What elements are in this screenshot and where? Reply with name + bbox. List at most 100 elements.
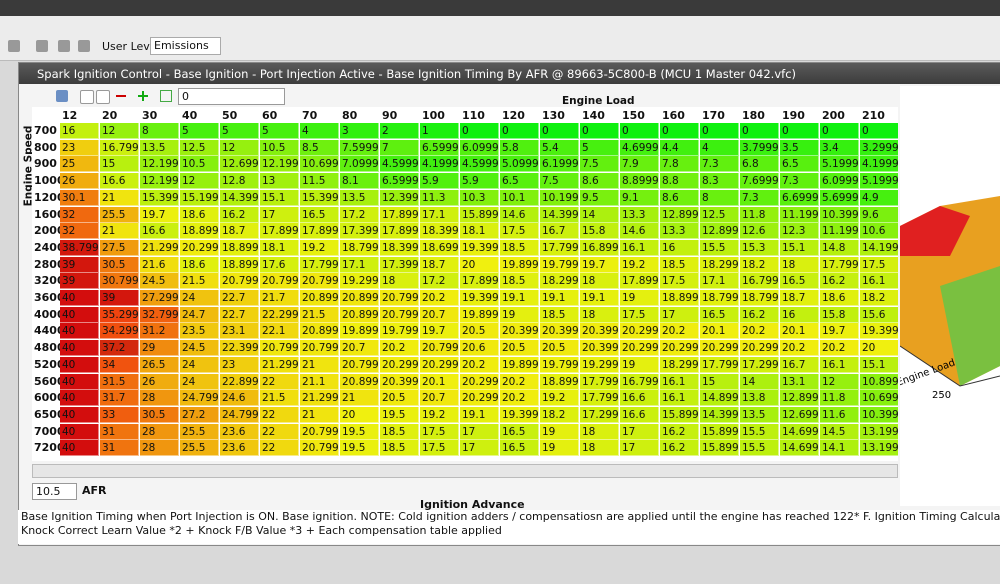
minus-button[interactable]: [116, 95, 126, 97]
tool-icon[interactable]: [80, 90, 94, 104]
table-cell: 39: [60, 273, 99, 290]
table-cell: 17.5: [420, 440, 459, 457]
table-cell: 11.8: [820, 390, 859, 407]
table-cell: 24.7999: [220, 406, 259, 423]
table-cell: 27.5: [100, 239, 139, 256]
table-cell: 16.6: [140, 223, 179, 240]
table-cell: 18.7999: [700, 290, 739, 306]
plot-tick: 250: [932, 390, 951, 401]
table-cell: 26.5: [140, 356, 179, 373]
table-cell: 14.6999: [780, 423, 819, 440]
table-cell: 5.09999: [500, 156, 539, 173]
row-header: 3600: [34, 291, 65, 304]
table-cell: 25: [60, 156, 99, 173]
table-cell: 7.5: [540, 173, 579, 190]
toolbar-icon[interactable]: [36, 40, 48, 52]
table-cell: 17: [620, 440, 659, 457]
table-cell: 3.29999: [860, 139, 898, 156]
table-cell: 15.1: [780, 239, 819, 256]
table-cell: 20.7: [340, 340, 379, 357]
table-cell: 20.7999: [300, 340, 339, 357]
toolbar-icon[interactable]: [78, 40, 90, 52]
table-cell: 21: [100, 189, 139, 206]
table-cell: 5: [260, 123, 299, 139]
table-cell: 8.6: [580, 173, 619, 190]
afr-spin[interactable]: 10.5: [32, 483, 77, 500]
table-cell: 18.7999: [740, 290, 779, 306]
column-header: 60: [262, 109, 278, 122]
table-cell: 38.7999: [60, 239, 99, 256]
table-cell: 4: [300, 123, 339, 139]
column-header: 120: [502, 109, 525, 122]
table-cell: 16.8999: [580, 239, 619, 256]
table-cell: 20: [340, 406, 379, 423]
table-cell: 13.5: [340, 189, 379, 206]
column-header: 110: [462, 109, 485, 122]
table-cell: 16.2: [660, 440, 699, 457]
table-cell: 16.2: [740, 306, 779, 323]
plus-button[interactable]: [138, 91, 148, 101]
surface: [900, 206, 970, 256]
column-header: 30: [142, 109, 158, 122]
other-button[interactable]: [160, 90, 172, 102]
column-header: 80: [342, 109, 358, 122]
table-cell: 16.5: [300, 206, 339, 223]
table-cell: 18.7: [220, 223, 259, 240]
table-cell: 17.5: [860, 256, 898, 273]
table-cell: 19.7: [580, 256, 619, 273]
tool-icon[interactable]: [56, 90, 68, 102]
table-cell: 17.8999: [260, 223, 299, 240]
table-cell: 17.1: [340, 256, 379, 273]
toolbar-icon[interactable]: [8, 40, 20, 52]
table-cell: 8.6: [660, 189, 699, 206]
table-cell: 4.59999: [380, 156, 419, 173]
table-cell: 20.5: [380, 390, 419, 407]
table-cell: 12: [220, 139, 259, 156]
table-cell: 16: [780, 306, 819, 323]
description-box: Base Ignition Timing when Port Injection…: [18, 510, 1000, 544]
value-input[interactable]: 0: [178, 88, 285, 105]
table-cell: 0: [740, 123, 779, 139]
table-cell: 16: [660, 239, 699, 256]
table-cell: 6.5: [500, 173, 539, 190]
table-cell: 12.5: [700, 206, 739, 223]
table-cell: 18.6: [820, 290, 859, 306]
column-header: 210: [862, 109, 885, 122]
table-cell: 21.5: [180, 273, 219, 290]
table-cell: 4: [700, 139, 739, 156]
table-cell: 18.8999: [180, 223, 219, 240]
row-header: 3200: [34, 274, 65, 288]
table-cell: 16.1: [820, 356, 859, 373]
table-cell: 17: [460, 440, 499, 457]
table-cell: 11.1999: [820, 223, 859, 240]
table-cell: 4.19999: [420, 156, 459, 173]
table-cell: 25.5: [100, 206, 139, 223]
toolbar-icon[interactable]: [58, 40, 70, 52]
table-cell: 24.5: [140, 273, 179, 290]
table-cell: 16.5: [500, 440, 539, 457]
column-header: 170: [702, 109, 725, 122]
table-cell: 16.5: [500, 423, 539, 440]
window-title: Spark Ignition Control - Base Ignition -…: [37, 67, 796, 81]
user-level-select[interactable]: Emissions: [150, 37, 221, 55]
row-header: 7000: [34, 424, 65, 438]
table-cell: 7.59999: [340, 139, 379, 156]
table-cell: 18.8999: [660, 290, 699, 306]
table-cell: 4.69999: [620, 139, 659, 156]
table-cell: 4.59999: [460, 156, 499, 173]
table-cell: 17.8999: [620, 273, 659, 290]
row-header: 800: [34, 140, 57, 154]
table-cell: 15.3: [740, 239, 779, 256]
scrollbar[interactable]: [32, 464, 898, 478]
table-cell: 19.1: [540, 290, 579, 306]
tool-icon[interactable]: [96, 90, 110, 104]
table-cell: 12: [100, 123, 139, 139]
table-cell: 5.19999: [820, 156, 859, 173]
table-cell: 12.6999: [780, 406, 819, 423]
table-cell: 14.6: [620, 223, 659, 240]
